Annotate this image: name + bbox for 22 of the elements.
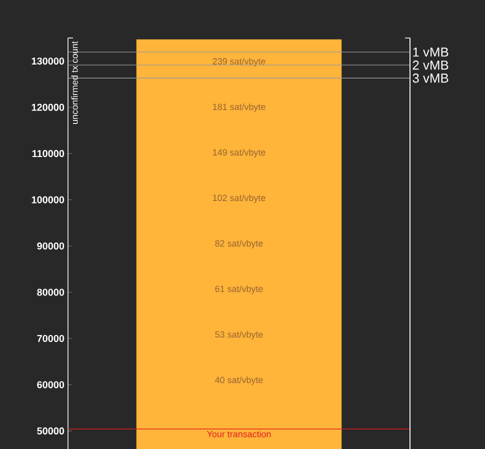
y-tick-label: 70000 (37, 334, 64, 342)
y-tick-label: 120000 (32, 104, 64, 111)
y-tick-label: 50000 (37, 427, 64, 434)
annotation: 181 sat/vbyte (213, 103, 266, 112)
annotation: 149 sat/vbyte (213, 148, 266, 158)
y-axis-title: unconfirmed tx count (71, 41, 78, 124)
y-tick-label: 130000 (32, 58, 64, 65)
annotation: 53 sat/vbyte (215, 331, 263, 340)
ref-line-label: Your transaction (206, 430, 271, 438)
y-tick-label: 80000 (37, 288, 64, 296)
y-tick-label: 90000 (37, 242, 64, 250)
y-tick-label: 60000 (37, 381, 64, 388)
ref-line-label: 1 vMB (413, 48, 448, 57)
annotation: 40 sat/vbyte (215, 376, 263, 385)
annotation: 239 sat/vbyte (212, 58, 266, 66)
ref-line-label: 2 vMB (412, 60, 448, 70)
annotation: 61 sat/vbyte (215, 286, 263, 294)
annotation: 82 sat/vbyte (215, 240, 263, 248)
y-tick-label: 110000 (32, 150, 64, 158)
ref-line-label: 3 vMB (412, 74, 448, 83)
y-tick-label: 100000 (32, 196, 64, 204)
annotation: 102 sat/vbyte (213, 194, 266, 203)
